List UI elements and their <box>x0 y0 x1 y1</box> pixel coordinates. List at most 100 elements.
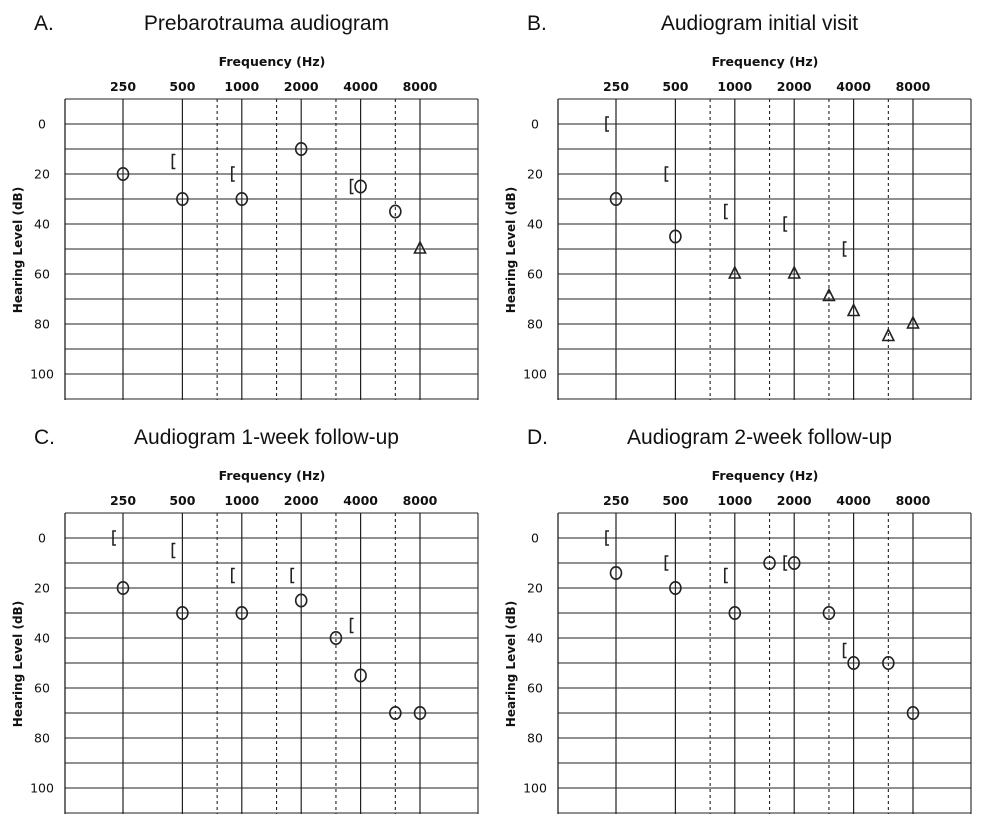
y-tick-label: 100 <box>523 367 547 382</box>
x-tick-label: 4000 <box>836 493 871 508</box>
panel-title-bar: C. Audiogram 1-week follow-up <box>0 418 493 454</box>
y-tick-label: 0 <box>531 531 539 546</box>
audiogram-chart: 250 500 1000 2000 4000 8000 0 20 40 60 80 100 Freque… <box>504 468 972 814</box>
audiogram-chart: 250 500 1000 2000 4000 8000 0 20 40 60 80 100 Freque… <box>11 468 479 814</box>
bone-conduction-marker <box>783 555 788 571</box>
y-tick-label: 40 <box>527 631 543 646</box>
x-tick-label: 4000 <box>836 79 871 94</box>
x-tick-label: 1000 <box>717 493 752 508</box>
x-tick-label: 250 <box>603 79 629 94</box>
y-tick-label: 80 <box>34 731 50 746</box>
x-tick-label: 8000 <box>403 79 438 94</box>
masked-air-marker <box>413 240 427 254</box>
panel-title-bar: B. Audiogram initial visit <box>493 4 986 40</box>
air-conduction-marker <box>235 606 249 621</box>
chart-title: Prebarotrauma audiogram <box>143 12 390 35</box>
bone-conduction-marker <box>231 567 235 584</box>
air-conduction-marker <box>176 606 189 621</box>
air-conduction-marker <box>116 581 130 596</box>
chart-title: Audiogram 2-week follow-up <box>627 426 892 449</box>
plot-area: 250 500 1000 2000 4000 8000 0 20 40 60 80 100 Freque… <box>504 468 972 814</box>
x-tick-label: 8000 <box>403 493 438 508</box>
chart-title: Audiogram initial visit <box>660 12 859 35</box>
air-conduction-marker <box>235 192 249 207</box>
x-tick-label: 250 <box>110 493 136 508</box>
air-conduction-marker <box>354 179 367 194</box>
x-tick-label: 1000 <box>224 493 259 508</box>
x-tick-label: 1000 <box>224 79 259 94</box>
masked-air-marker <box>906 315 920 329</box>
bone-conduction-marker <box>112 530 116 546</box>
x-axis-title: Frequency (Hz) <box>712 468 819 483</box>
x-axis-title: Frequency (Hz) <box>712 54 819 69</box>
bone-conduction-marker <box>783 216 788 232</box>
x-tick-label: 2000 <box>284 493 319 508</box>
y-tick-label: 100 <box>30 781 54 796</box>
y-tick-label: 40 <box>34 217 50 232</box>
bone-conduction-marker <box>605 530 609 546</box>
bone-conduction-marker <box>724 567 728 584</box>
x-tick-label: 4000 <box>343 493 378 508</box>
panel-letter: C. <box>34 426 55 449</box>
y-axis-title: Hearing Level (dB) <box>504 187 518 313</box>
bone-conduction-marker <box>842 241 847 257</box>
y-axis-title: Hearing Level (dB) <box>504 601 518 727</box>
y-tick-label: 20 <box>527 167 543 182</box>
air-conduction-marker <box>763 556 776 571</box>
x-tick-label: 500 <box>662 493 688 508</box>
y-tick-label: 60 <box>527 681 543 696</box>
x-tick-label: 500 <box>662 79 688 94</box>
air-conduction-marker <box>294 142 308 157</box>
y-axis-title: Hearing Level (dB) <box>11 187 25 313</box>
air-conduction-marker <box>413 705 427 720</box>
y-axis-title: Hearing Level (dB) <box>11 601 25 727</box>
masked-air-marker <box>881 327 896 342</box>
audiogram-chart: 250 500 1000 2000 4000 8000 0 20 40 60 80 100 Freque… <box>11 54 479 400</box>
air-conduction-marker <box>294 593 308 608</box>
audiogram-panel-a: A. Prebarotrauma audiogram 250 500 1000 200… <box>0 0 493 414</box>
y-tick-label: 80 <box>527 731 543 746</box>
air-conduction-marker <box>882 656 895 671</box>
y-tick-label: 60 <box>34 681 50 696</box>
bone-conduction-marker <box>664 555 669 571</box>
air-conduction-marker <box>609 566 623 581</box>
x-tick-label: 500 <box>169 79 195 94</box>
y-tick-label: 60 <box>527 267 543 282</box>
bone-conduction-marker <box>724 203 728 220</box>
y-tick-label: 20 <box>527 581 543 596</box>
y-tick-label: 40 <box>34 631 50 646</box>
bone-conduction-marker <box>349 178 354 195</box>
masked-air-marker <box>846 302 861 317</box>
y-tick-label: 20 <box>34 581 50 596</box>
air-conduction-marker <box>728 606 742 621</box>
air-conduction-marker <box>389 705 402 720</box>
masked-air-marker <box>728 265 742 279</box>
panel-letter: A. <box>34 12 54 35</box>
x-axis-title: Frequency (Hz) <box>219 468 326 483</box>
bone-conduction-marker <box>171 153 176 170</box>
air-conduction-marker <box>609 192 623 207</box>
masked-air-marker <box>787 265 801 279</box>
chart-title: Audiogram 1-week follow-up <box>134 426 399 449</box>
audiogram-panel-b: B. Audiogram initial visit 250 500 1000 200… <box>493 0 986 414</box>
bone-conduction-marker <box>290 567 295 584</box>
x-tick-label: 8000 <box>896 79 931 94</box>
masked-air-marker <box>822 287 836 302</box>
y-tick-label: 60 <box>34 267 50 282</box>
air-conduction-marker <box>329 631 343 646</box>
bone-conduction-marker <box>842 642 847 659</box>
air-conduction-marker <box>176 192 189 207</box>
x-tick-label: 4000 <box>343 79 378 94</box>
bone-conduction-marker <box>664 166 669 182</box>
x-tick-label: 250 <box>110 79 136 94</box>
x-tick-label: 500 <box>169 493 195 508</box>
y-tick-label: 0 <box>38 531 46 546</box>
air-conduction-marker <box>389 204 402 219</box>
panel-letter: B. <box>527 12 547 35</box>
panel-title-bar: A. Prebarotrauma audiogram <box>0 4 493 40</box>
air-conduction-marker <box>354 668 367 683</box>
x-tick-label: 250 <box>603 493 629 508</box>
air-conduction-marker <box>906 705 920 720</box>
x-tick-label: 1000 <box>717 79 752 94</box>
y-tick-label: 100 <box>523 781 547 796</box>
